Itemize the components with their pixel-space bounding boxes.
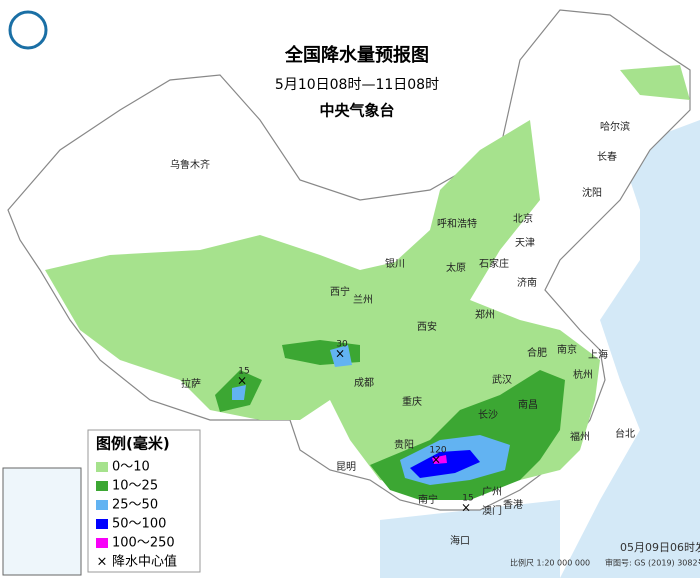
center-value: 15 — [238, 367, 249, 377]
region — [410, 450, 480, 478]
city-label: 澳门 — [482, 504, 502, 517]
city-label: 哈尔滨 — [600, 120, 630, 133]
city-label: 台北 — [615, 427, 635, 440]
city-label: 呼和浩特 — [437, 218, 477, 230]
city-label: 南昌 — [518, 398, 538, 411]
city-label: 太原 — [446, 261, 466, 274]
city-label: 香港 — [503, 499, 523, 511]
city-label: 济南 — [517, 276, 537, 289]
map-title: 全国降水量预报图 — [284, 44, 429, 66]
logo — [8, 10, 48, 50]
region — [620, 65, 690, 100]
city-label: 合肥 — [527, 346, 547, 359]
south-sea — [380, 500, 560, 578]
city-label: 西安 — [417, 320, 437, 333]
region — [45, 120, 600, 490]
legend-swatch — [96, 519, 108, 529]
region — [330, 345, 352, 367]
map-period: 5月10日08时—11日08时 — [275, 77, 439, 93]
legend: 0～10 10～25 25～50 50～100 100～250 × 降水中心值 — [96, 460, 177, 570]
issued: 05月09日06时发布 — [620, 540, 700, 554]
legend-title: 图例(毫米) — [96, 435, 170, 453]
precip-centers: ×15×30×120×15 — [237, 340, 474, 515]
legend-label: 0～10 — [112, 460, 150, 475]
legend-swatch — [96, 538, 108, 548]
approval: 审图号: GS (2019) 3082号 — [605, 558, 700, 568]
region — [432, 455, 447, 464]
scale: 比例尺 1:20 000 000 — [510, 558, 590, 568]
legend-symbol: × — [97, 555, 108, 570]
city-label: 西宁 — [330, 285, 350, 298]
city-label: 昆明 — [336, 461, 356, 473]
legend-label: 降水中心值 — [112, 554, 177, 570]
city-label: 北京 — [513, 212, 533, 225]
city-label: 武汉 — [492, 373, 512, 386]
city-label: 广州 — [482, 486, 502, 498]
city-label: 长春 — [597, 151, 617, 163]
city-label: 沈阳 — [582, 186, 602, 199]
city-label: 郑州 — [475, 308, 495, 321]
region — [232, 385, 246, 400]
city-label: 福州 — [570, 430, 590, 443]
city-label: 拉萨 — [181, 377, 201, 390]
city-label: 长沙 — [478, 409, 498, 421]
city-label: 杭州 — [573, 368, 593, 381]
city-label: 石家庄 — [479, 257, 509, 270]
legend-label: 100～250 — [112, 536, 175, 551]
legend-swatch — [96, 500, 108, 510]
center-mark: × — [335, 347, 345, 361]
legend-swatch — [96, 462, 108, 472]
center-value: 30 — [336, 340, 348, 350]
precip-regions — [45, 65, 690, 500]
legend-label: 50～100 — [112, 517, 166, 532]
city-label: 成都 — [354, 377, 374, 389]
center-mark: × — [461, 501, 471, 515]
sea — [560, 120, 700, 578]
city-label: 银川 — [385, 257, 405, 270]
legend-swatch — [96, 481, 108, 491]
south-sea-inset — [2, 467, 82, 576]
center-mark: × — [431, 453, 441, 467]
center-value: 120 — [429, 446, 446, 456]
city-label: 南京 — [557, 343, 577, 356]
city-label: 重庆 — [402, 395, 422, 408]
legend-label: 10～25 — [112, 479, 158, 494]
legend-label: 25～50 — [112, 498, 158, 513]
city-label: 南宁 — [418, 493, 438, 506]
map-issuer: 中央气象台 — [319, 102, 394, 120]
city-label: 海口 — [450, 534, 470, 547]
city-label: 贵阳 — [394, 438, 414, 451]
city-label: 乌鲁木齐 — [170, 158, 210, 171]
city-label: 兰州 — [353, 293, 373, 306]
center-mark: × — [237, 374, 247, 388]
center-value: 15 — [462, 494, 473, 504]
city-label: 天津 — [515, 237, 535, 249]
city-label: 上海 — [588, 348, 608, 361]
